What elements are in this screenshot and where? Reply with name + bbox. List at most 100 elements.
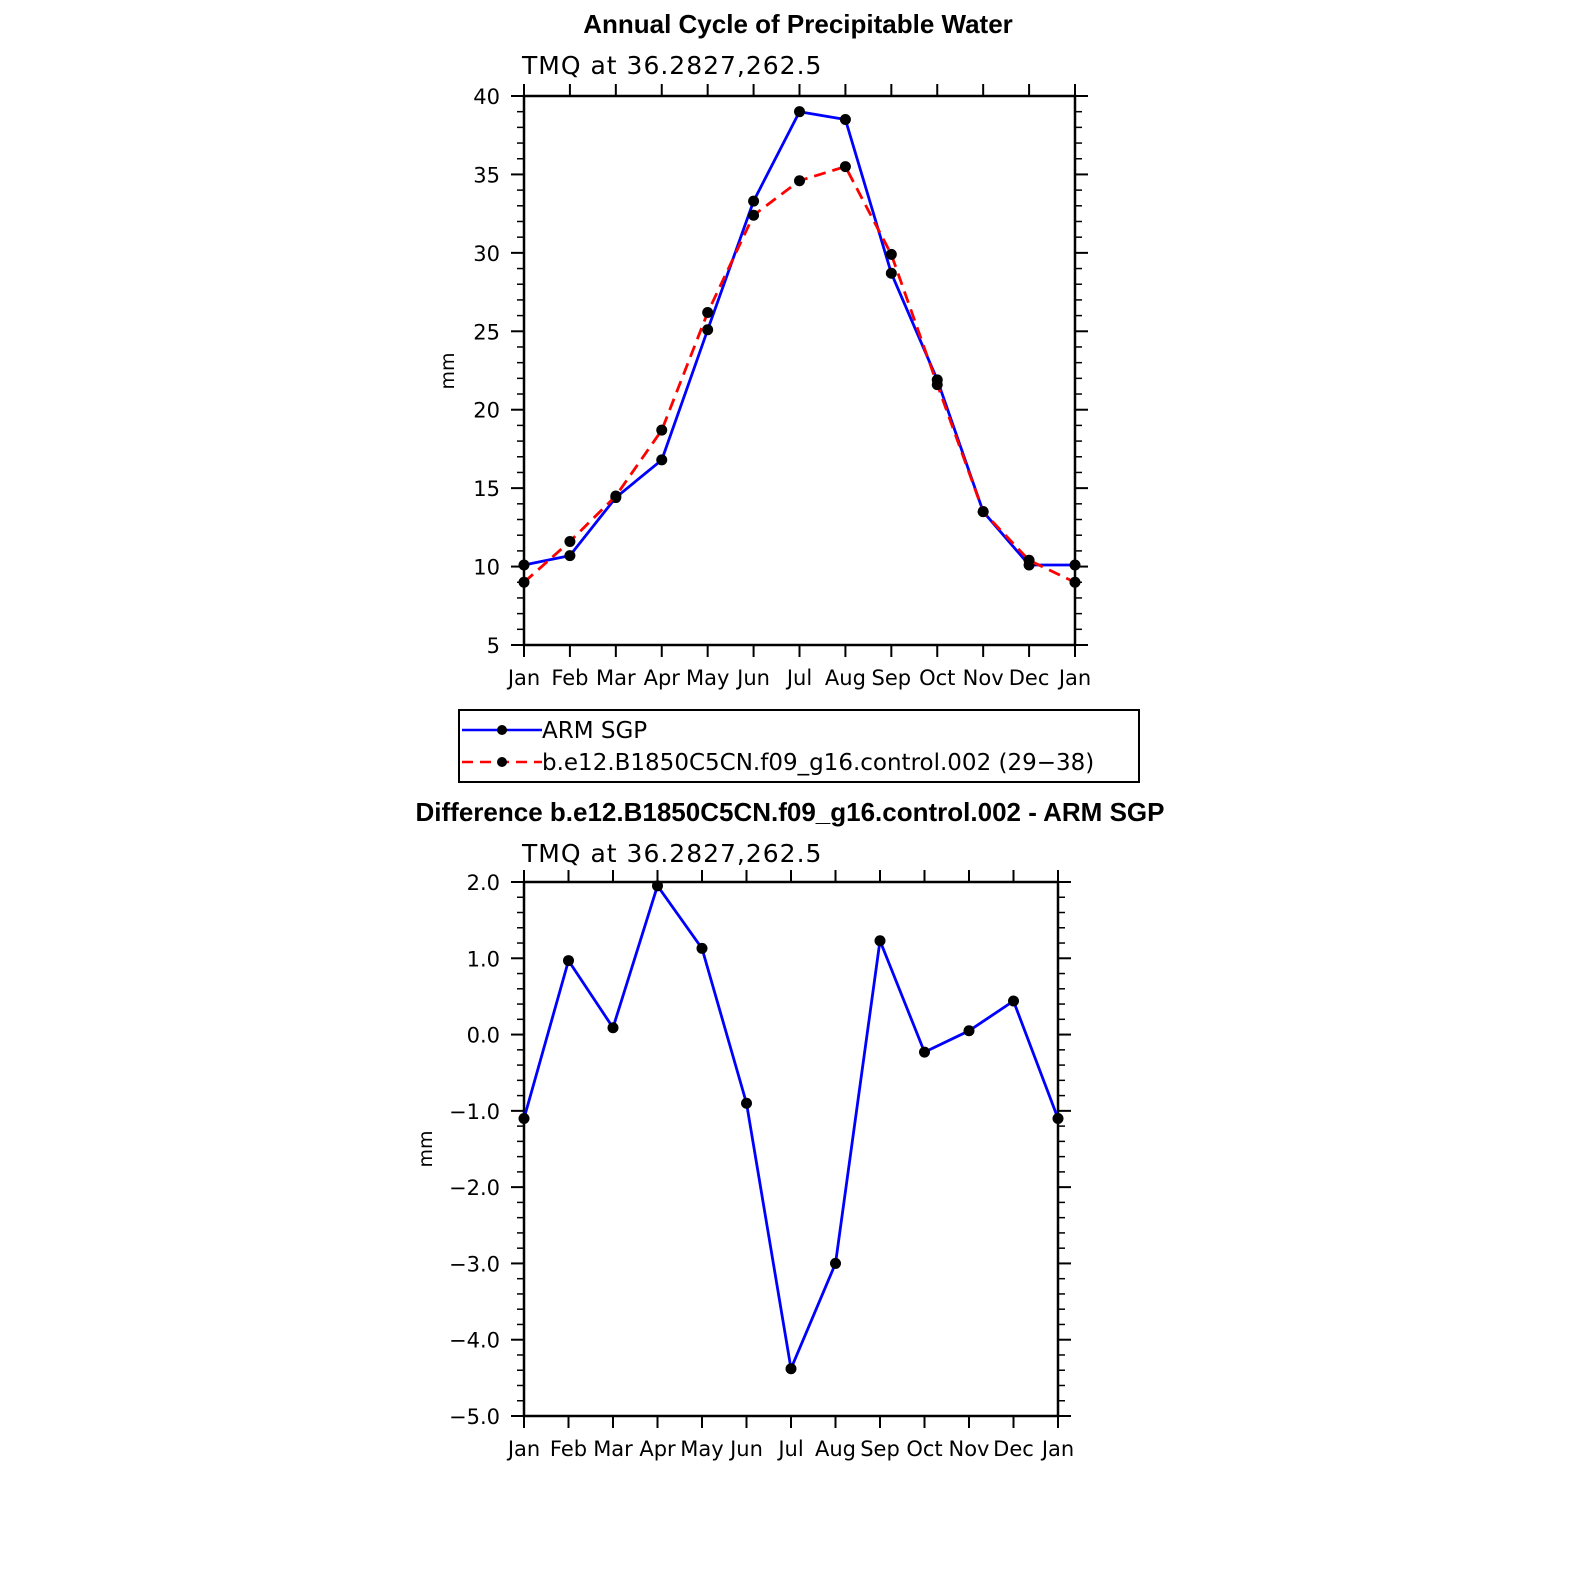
y-tick-labels: 5 10 15 20 25 30 35 40 bbox=[473, 85, 500, 658]
data-point bbox=[794, 106, 805, 118]
y-tick-label: 40 bbox=[473, 85, 500, 109]
data-point bbox=[794, 175, 805, 187]
data-point bbox=[564, 535, 576, 547]
difference-panel: Difference b.e12.B1850C5CN.f09_g16.contr… bbox=[415, 797, 1164, 1461]
data-point bbox=[839, 114, 851, 126]
x-tick-label: Jan bbox=[506, 666, 540, 690]
series-group bbox=[518, 106, 1081, 588]
x-tick-label: Apr bbox=[644, 666, 681, 690]
y-tick-label: −5.0 bbox=[449, 1405, 500, 1429]
series-line-0 bbox=[522, 884, 1060, 1371]
y-tick-label: 25 bbox=[473, 320, 500, 344]
data-point bbox=[702, 306, 714, 318]
data-point bbox=[830, 1257, 841, 1269]
data-point bbox=[741, 1097, 752, 1109]
data-point bbox=[839, 161, 851, 173]
data-point bbox=[696, 942, 708, 954]
data-point bbox=[607, 1022, 619, 1034]
x-tick-label: Jul bbox=[776, 1437, 803, 1461]
data-point bbox=[656, 454, 668, 466]
y-tick-label: 35 bbox=[473, 163, 500, 187]
x-tick-label: Jan bbox=[506, 1437, 540, 1461]
chart-subtitle: TMQ at 36.2827,262.5 bbox=[521, 839, 822, 868]
x-tick-label: Nov bbox=[949, 1437, 990, 1461]
data-point bbox=[885, 248, 897, 260]
chart-title: Difference b.e12.B1850C5CN.f09_g16.contr… bbox=[416, 797, 1165, 827]
y-tick-labels: −5.0 −4.0 −3.0 −2.0 −1.0 0.0 1.0 2.0 bbox=[449, 871, 500, 1429]
y-axis-label: mm bbox=[437, 352, 459, 389]
data-point bbox=[518, 1112, 530, 1124]
legend-marker-arm-sgp bbox=[497, 725, 507, 735]
y-tick-label: −2.0 bbox=[449, 1176, 500, 1200]
x-tick-label: Mar bbox=[593, 1437, 633, 1461]
y-tick-label: 1.0 bbox=[467, 947, 500, 971]
x-tick-label: Aug bbox=[825, 666, 866, 690]
axis-ticks bbox=[511, 870, 1071, 1428]
x-tick-label: Dec bbox=[993, 1437, 1034, 1461]
x-tick-label: Sep bbox=[872, 666, 912, 690]
x-tick-labels: Jan Feb Mar Apr May Jun Jul Aug Sep Oct Nov Dec Jan bbox=[506, 666, 1091, 690]
data-point bbox=[518, 576, 530, 588]
y-tick-label: 2.0 bbox=[467, 871, 500, 895]
legend-box bbox=[458, 709, 1140, 783]
y-tick-label: −3.0 bbox=[449, 1252, 500, 1276]
y-tick-label: −1.0 bbox=[449, 1100, 500, 1124]
data-point bbox=[885, 267, 897, 279]
x-tick-label: Jun bbox=[735, 666, 770, 690]
series-line-1 bbox=[523, 165, 1076, 584]
data-point bbox=[702, 324, 714, 336]
x-tick-label: Dec bbox=[1009, 666, 1050, 690]
y-axis-label: mm bbox=[415, 1130, 437, 1167]
x-tick-label: May bbox=[680, 1437, 723, 1461]
data-point bbox=[1023, 554, 1035, 566]
x-tick-label: Apr bbox=[639, 1437, 676, 1461]
x-tick-label: Mar bbox=[596, 666, 636, 690]
x-tick-label: May bbox=[686, 666, 729, 690]
data-point bbox=[1052, 1112, 1064, 1124]
data-point bbox=[652, 880, 663, 892]
y-tick-label: 20 bbox=[473, 399, 500, 423]
data-point bbox=[518, 559, 530, 571]
data-point bbox=[1008, 995, 1019, 1007]
y-tick-label: 15 bbox=[473, 477, 500, 501]
x-tick-label: Aug bbox=[815, 1437, 856, 1461]
x-tick-label: Feb bbox=[550, 1437, 587, 1461]
x-tick-label: Oct bbox=[906, 1437, 942, 1461]
y-tick-label: 30 bbox=[473, 242, 500, 266]
x-tick-label: Jun bbox=[728, 1437, 763, 1461]
y-tick-label: 0.0 bbox=[467, 1024, 500, 1048]
plot-frame bbox=[522, 880, 1060, 1418]
x-tick-label: Sep bbox=[860, 1437, 900, 1461]
data-point bbox=[1069, 559, 1081, 571]
data-point bbox=[874, 935, 886, 947]
data-point bbox=[656, 424, 668, 436]
annual-cycle-panel: Annual Cycle of Precipitable Water TMQ a… bbox=[437, 9, 1140, 783]
legend: ARM SGP b.e12.B1850C5CN.f09_g16.control.… bbox=[458, 709, 1140, 783]
y-tick-label: 5 bbox=[487, 634, 500, 658]
chart-title: Annual Cycle of Precipitable Water bbox=[583, 9, 1013, 39]
x-tick-label: Jan bbox=[1057, 666, 1091, 690]
data-point bbox=[963, 1025, 975, 1037]
data-point bbox=[610, 490, 622, 502]
series-group bbox=[518, 880, 1064, 1375]
x-tick-label: Nov bbox=[963, 666, 1004, 690]
x-tick-label: Jan bbox=[1040, 1437, 1074, 1461]
data-point bbox=[977, 506, 989, 518]
y-tick-label: 10 bbox=[473, 556, 500, 580]
data-point bbox=[785, 1363, 797, 1375]
y-tick-label: −4.0 bbox=[449, 1329, 500, 1353]
legend-marker-model bbox=[497, 757, 507, 767]
x-tick-label: Feb bbox=[551, 666, 588, 690]
data-point bbox=[748, 209, 760, 221]
data-point bbox=[563, 955, 574, 967]
data-point bbox=[931, 379, 943, 391]
data-point bbox=[1069, 576, 1081, 588]
data-point bbox=[748, 195, 760, 207]
legend-label-model: b.e12.B1850C5CN.f09_g16.control.002 (29−… bbox=[542, 750, 1094, 776]
data-point bbox=[919, 1046, 930, 1058]
x-tick-labels: Jan Feb Mar Apr May Jun Jul Aug Sep Oct Nov Dec Jan bbox=[506, 1437, 1074, 1461]
data-point bbox=[564, 550, 576, 562]
axis-ticks bbox=[511, 84, 1088, 657]
x-tick-label: Oct bbox=[919, 666, 955, 690]
